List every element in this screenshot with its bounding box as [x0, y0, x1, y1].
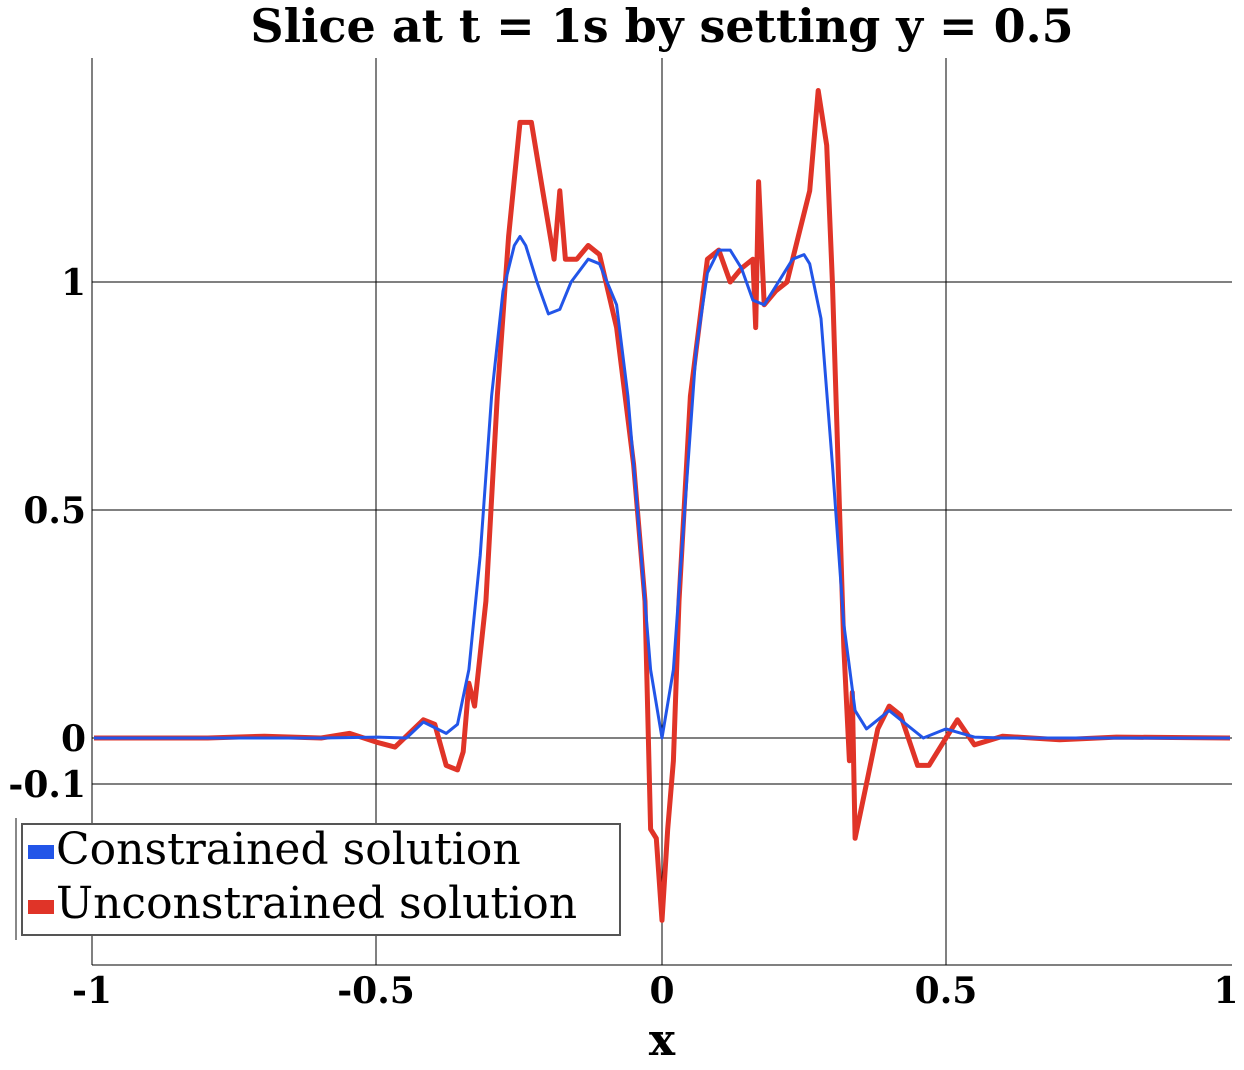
- x-tick-label: -0.5: [337, 970, 415, 1012]
- chart-title: Slice at t = 1s by setting y = 0.5: [250, 0, 1073, 53]
- legend: Constrained solution Unconstrained solut…: [15, 818, 621, 940]
- legend-swatch-unconstrained: [28, 900, 54, 914]
- legend-box: [21, 823, 621, 936]
- legend-label-constrained: Constrained solution: [56, 824, 521, 875]
- x-tick-label: 1: [1213, 970, 1238, 1012]
- y-tick-label: 0.5: [23, 490, 86, 532]
- x-tick-label: 0.5: [915, 970, 978, 1012]
- x-tick-labels: -1 -0.5 0 0.5 1: [72, 970, 1239, 1012]
- legend-swatch-constrained: [28, 845, 54, 859]
- legend-label-unconstrained: Unconstrained solution: [56, 878, 577, 929]
- x-tick-label: -1: [72, 970, 112, 1012]
- y-tick-label: -0.1: [8, 764, 86, 806]
- series-line-constrained: [94, 234, 1230, 740]
- x-axis-label: x: [649, 1015, 676, 1066]
- y-tick-labels: 1 0.5 0 -0.1: [8, 262, 86, 806]
- x-tick-label: 0: [649, 970, 674, 1012]
- y-tick-label: 1: [61, 262, 86, 304]
- series-layer: [94, 88, 1231, 923]
- y-tick-label: 0: [61, 718, 86, 760]
